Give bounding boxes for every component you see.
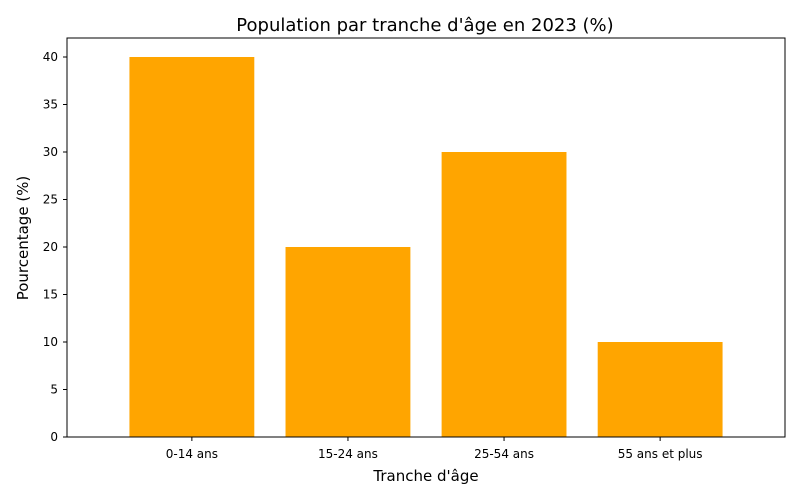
x-axis-label: Tranche d'âge — [372, 467, 478, 485]
y-axis-ticks: 0 5 10 15 20 25 30 35 40 — [43, 50, 67, 444]
bar-0 — [129, 57, 255, 437]
y-tick-label: 0 — [50, 430, 58, 444]
plot-frame — [66, 37, 786, 438]
bars-layer — [129, 57, 723, 437]
x-tick-label: 25-54 ans — [474, 447, 534, 461]
bar-1 — [285, 247, 411, 437]
y-tick-label: 15 — [43, 288, 58, 302]
x-tick-label: 55 ans et plus — [618, 447, 703, 461]
x-tick-label: 0-14 ans — [166, 447, 218, 461]
y-tick-label: 35 — [43, 98, 58, 112]
y-tick-label: 5 — [50, 383, 58, 397]
bar-2 — [441, 152, 567, 437]
y-tick-label: 10 — [43, 335, 58, 349]
y-axis-label: Pourcentage (%) — [14, 176, 32, 301]
x-axis-ticks: 0-14 ans 15-24 ans 25-54 ans 55 ans et plus — [166, 437, 703, 461]
y-tick-label: 20 — [43, 240, 58, 254]
y-tick-label: 25 — [43, 193, 58, 207]
bar-3 — [597, 342, 723, 437]
y-tick-label: 40 — [43, 50, 58, 64]
chart-title: Population par tranche d'âge en 2023 (%) — [236, 15, 613, 36]
x-tick-label: 15-24 ans — [318, 447, 378, 461]
y-tick-label: 30 — [43, 145, 58, 159]
